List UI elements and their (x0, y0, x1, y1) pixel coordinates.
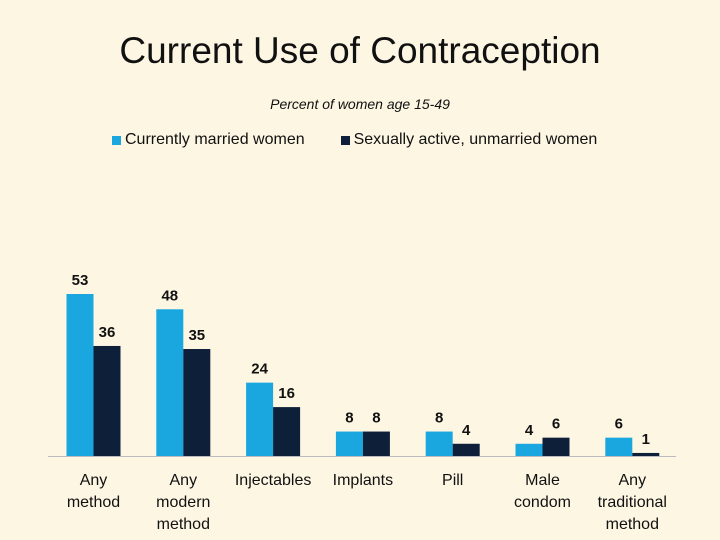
bar-married (515, 443, 543, 456)
category-label: Injectables (235, 472, 312, 489)
category-label: Pill (442, 472, 463, 489)
data-label: 4 (525, 422, 534, 439)
data-label: 24 (251, 361, 268, 378)
data-label: 8 (345, 410, 353, 427)
category-label: condom (514, 494, 571, 511)
bar-married (246, 382, 274, 456)
bar-married (605, 437, 633, 456)
data-label: 6 (552, 416, 560, 433)
legend: Currently married women Sexually active,… (112, 131, 597, 149)
chart-subtitle: Percent of women age 15-49 (270, 96, 450, 112)
bar-married (335, 431, 363, 456)
category-label: method (157, 516, 210, 533)
data-label: 35 (188, 327, 205, 344)
category-label: Any (170, 472, 198, 489)
legend-item-married: Currently married women (112, 131, 305, 149)
bar-unmarried (542, 437, 570, 456)
bar-unmarried (273, 407, 301, 456)
bar-married (66, 294, 94, 456)
bar-unmarried (452, 443, 480, 456)
data-label: 53 (72, 272, 89, 289)
data-label: 16 (278, 385, 295, 402)
category-label: Implants (333, 472, 393, 489)
bar-unmarried (362, 431, 390, 456)
legend-swatch (340, 135, 350, 145)
legend-label: Currently married women (125, 131, 305, 148)
data-label: 6 (615, 416, 623, 433)
data-label: 36 (99, 324, 116, 341)
bar-unmarried (632, 452, 660, 456)
category-label: method (67, 494, 120, 511)
category-label: Any (619, 472, 647, 489)
category-label: method (606, 516, 659, 533)
data-label: 1 (642, 431, 650, 448)
bar-unmarried (183, 349, 211, 456)
data-label: 48 (161, 287, 178, 304)
legend-swatch (112, 135, 121, 145)
bar-married (156, 309, 184, 456)
data-label: 8 (372, 410, 380, 427)
chart-title: Current Use of Contraception (119, 30, 601, 71)
legend-item-unmarried: Sexually active, unmarried women (340, 131, 598, 149)
bar-married (425, 431, 453, 456)
data-label: 8 (435, 410, 443, 427)
category-label: modern (156, 494, 210, 511)
category-label: Male (525, 472, 560, 489)
category-label: traditional (598, 494, 667, 511)
data-label: 4 (462, 422, 471, 439)
legend-label: Sexually active, unmarried women (353, 131, 598, 148)
bar-unmarried (93, 345, 121, 456)
category-label: Any (80, 472, 108, 489)
